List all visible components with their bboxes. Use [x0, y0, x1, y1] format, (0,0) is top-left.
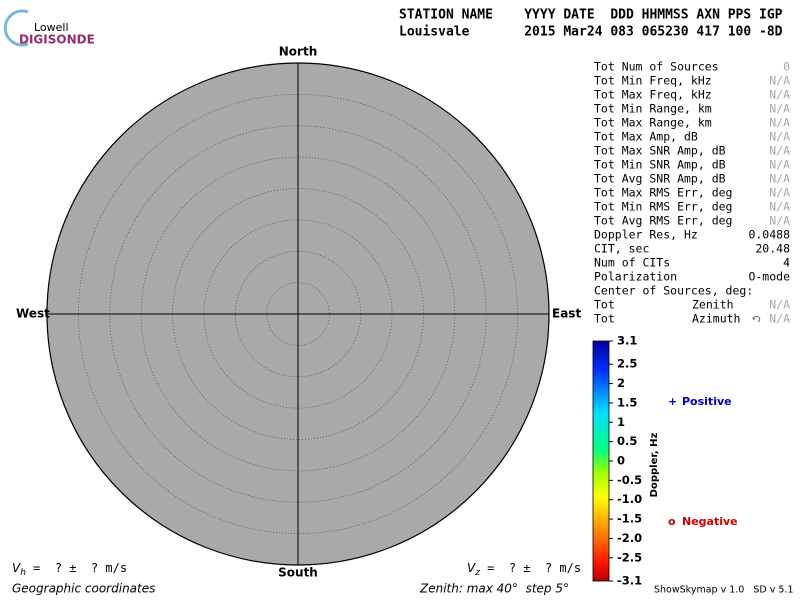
colorbar-tick-label: 0: [617, 454, 625, 468]
stat-value: 20.48: [755, 242, 790, 256]
azimuth-icon: [752, 315, 761, 323]
stat-label: Tot: [594, 298, 615, 312]
stat-label: Doppler Res, Hz: [594, 228, 698, 242]
stat-value: N/A: [769, 130, 790, 144]
stat-value: O-mode: [748, 270, 790, 284]
colorbar-tick-label: 1.5: [617, 395, 637, 409]
stat-label: Tot Num of Sources: [594, 60, 719, 74]
compass-label: West: [16, 307, 50, 321]
stat-label: Tot Max Amp, dB: [594, 130, 698, 144]
v-symbol: V: [467, 561, 476, 575]
colorbar-tick-label: 2.5: [617, 357, 637, 371]
colorbar-tick-label: 0.5: [617, 434, 637, 448]
stat-value: N/A: [769, 74, 790, 88]
stat-label: Tot Min RMS Err, deg: [594, 200, 732, 214]
stat-sublabel: Zenith: [692, 298, 734, 312]
stat-value: N/A: [769, 172, 790, 186]
stat-value: N/A: [769, 116, 790, 130]
stat-value: N/A: [769, 214, 790, 228]
stat-value: 0: [783, 60, 790, 74]
stat-label: Tot Max RMS Err, deg: [594, 186, 732, 200]
colorbar-tick-label: -2.0: [617, 531, 642, 545]
colorbar-tick-label: -2.5: [617, 550, 642, 564]
header-line: STATION NAME YYYY DATE DDD HHMMSS AXN PP…: [399, 8, 783, 23]
stat-value: N/A: [769, 298, 790, 312]
stat-label: Tot Min SNR Amp, dB: [594, 158, 726, 172]
stat-label: Tot Avg SNR Amp, dB: [594, 172, 726, 186]
version: ShowSkymap v 1.0 SD v 5.1: [654, 585, 794, 596]
stat-label: Tot Min Range, km: [594, 102, 712, 116]
stat-label: Tot Max Freq, kHz: [594, 88, 712, 102]
coords-note: Geographic coordinates: [12, 582, 155, 596]
legend-label: Positive: [682, 395, 732, 408]
colorbar-tick-label: -0.5: [617, 473, 642, 487]
stat-label: Tot Max Range, km: [594, 116, 712, 130]
logo-swoosh: [3, 9, 29, 47]
stat-value: 0.0488: [748, 228, 790, 242]
stat-label: Num of CITs: [594, 256, 670, 270]
velocity-h: Vh = ? ± ? m/s: [12, 561, 127, 578]
stat-label: Tot Avg RMS Err, deg: [594, 214, 732, 228]
v-text: = ? ± ? m/s: [480, 561, 581, 575]
compass-label: North: [279, 45, 317, 59]
stat-value: N/A: [769, 200, 790, 214]
colorbar-tick-label: 2: [617, 376, 625, 390]
stat-label: Tot Min Freq, kHz: [594, 74, 712, 88]
stat-label: Tot: [594, 312, 615, 326]
v-symbol: V: [12, 561, 21, 575]
stat-value: 4: [783, 256, 790, 270]
stat-label: Polarization: [594, 270, 677, 284]
stat-label: CIT, sec: [594, 242, 649, 256]
colorbar-tick-label: -1.0: [617, 492, 642, 506]
velocity-z: Vz = ? ± ? m/s: [467, 561, 581, 578]
stat-value: N/A: [769, 88, 790, 102]
stat-value: N/A: [769, 186, 790, 200]
logo-top: Lowell: [34, 21, 69, 34]
stat-value: N/A: [769, 102, 790, 116]
v-sub: z: [474, 568, 480, 578]
stat-value: N/A: [769, 312, 790, 326]
logo-bottom: DIGISONDE: [19, 33, 95, 47]
v-sub: h: [20, 568, 26, 578]
legend-marker: o: [668, 515, 676, 528]
header-line: Louisvale 2015 Mar24 083 065230 417 100 …: [399, 25, 783, 40]
compass-label: South: [278, 566, 318, 580]
stat-label: Center of Sources, deg:: [594, 284, 753, 298]
stat-value: N/A: [769, 144, 790, 158]
stat-value: N/A: [769, 158, 790, 172]
compass-label: East: [552, 307, 581, 321]
zenith-note: Zenith: max 40° step 5°: [419, 582, 569, 596]
colorbar-title: Doppler, Hz: [649, 433, 660, 498]
colorbar-tick-label: 1: [617, 415, 625, 429]
colorbar: [592, 340, 610, 582]
colorbar-tick-label: 3.1: [617, 334, 637, 348]
colorbar-tick-label: -3.1: [617, 574, 642, 588]
legend-label: Negative: [682, 515, 738, 528]
v-text: = ? ± ? m/s: [26, 561, 127, 575]
colorbar-tick-label: -1.5: [617, 512, 642, 526]
legend-marker: +: [668, 395, 677, 408]
stat-label: Tot Max SNR Amp, dB: [594, 144, 726, 158]
stat-sublabel: Azimuth: [692, 312, 740, 326]
